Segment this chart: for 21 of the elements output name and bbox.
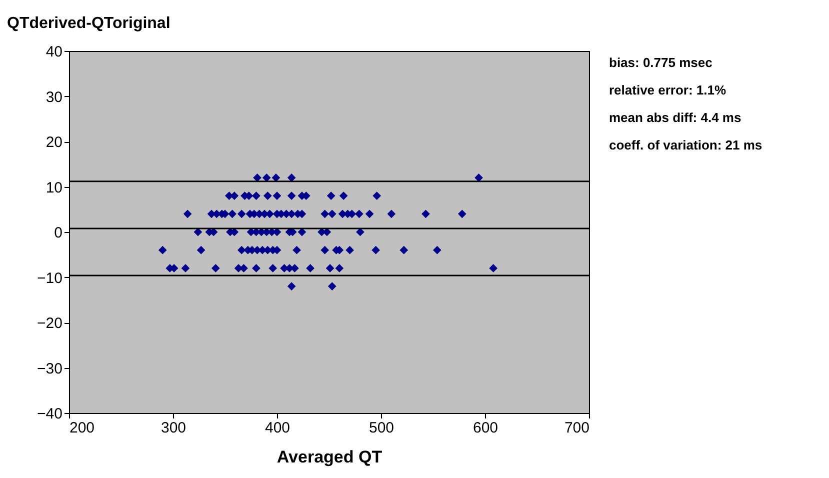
y-tick-label: −40 <box>37 406 62 422</box>
x-tick-label: 400 <box>264 420 290 436</box>
x-tick-label: 300 <box>160 420 186 436</box>
y-tick-label: 20 <box>46 134 62 151</box>
y-tick-label: 40 <box>46 44 62 60</box>
x-tick-label: 600 <box>472 420 498 436</box>
x-tick-label: 500 <box>368 420 394 436</box>
text: bias: 0.775 msec <box>609 55 712 70</box>
text: mean abs diff: 4.4 ms <box>609 110 742 125</box>
x-tick-label: 200 <box>70 420 95 436</box>
y-tick-label: −20 <box>37 315 62 332</box>
text: relative error: 1.1% <box>609 82 727 98</box>
x-tick-label: 700 <box>564 420 590 436</box>
y-tick-label: −30 <box>37 360 62 378</box>
y-tick-label: 30 <box>46 88 62 106</box>
text: coeff. of variation: 21 ms <box>609 138 762 152</box>
y-tick-label: 0 <box>54 224 62 242</box>
x-axis-title: Averaged QT <box>276 448 383 466</box>
chart-title: QTderived-QToriginal <box>7 15 170 32</box>
y-tick-label: −10 <box>37 270 62 287</box>
y-tick-label: 10 <box>46 179 62 196</box>
